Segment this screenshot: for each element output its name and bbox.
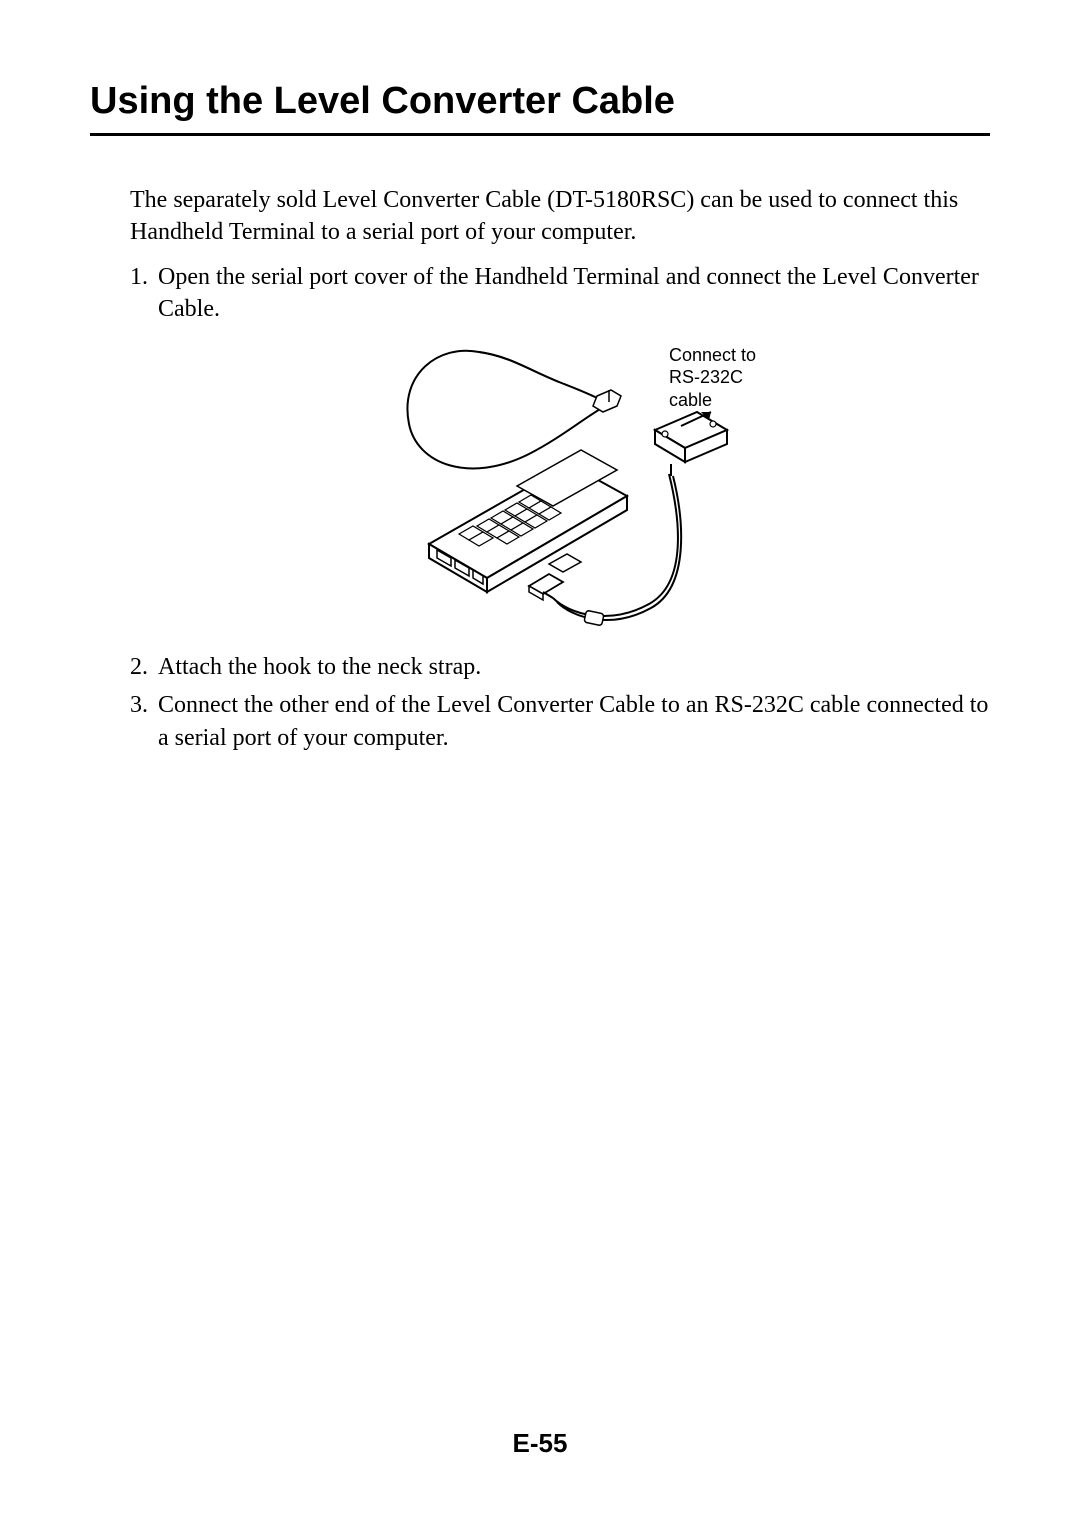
page-number: E-55 — [0, 1428, 1080, 1459]
step-2: 2. Attach the hook to the neck strap. — [130, 651, 990, 683]
step-1: 1. Open the serial port cover of the Han… — [130, 261, 990, 643]
page-title: Using the Level Converter Cable — [90, 80, 990, 123]
figure-container: Connect to RS-232C cable — [158, 334, 990, 643]
device-figure: Connect to RS-232C cable — [359, 334, 789, 643]
step-2-number: 2. — [130, 651, 148, 683]
steps-list: 1. Open the serial port cover of the Han… — [130, 261, 990, 754]
step-3-text: Connect the other end of the Level Conve… — [158, 692, 988, 750]
title-underline — [90, 133, 990, 136]
step-3: 3. Connect the other end of the Level Co… — [130, 689, 990, 754]
intro-paragraph: The separately sold Level Converter Cabl… — [130, 184, 990, 249]
step-3-number: 3. — [130, 689, 148, 721]
callout-line-2: RS-232C cable — [669, 367, 743, 410]
step-1-text: Open the serial port cover of the Handhe… — [158, 264, 979, 322]
callout-line-1: Connect to — [669, 345, 756, 365]
figure-callout: Connect to RS-232C cable — [669, 344, 789, 412]
step-2-text: Attach the hook to the neck strap. — [158, 654, 481, 680]
step-1-number: 1. — [130, 261, 148, 293]
manual-page: Using the Level Converter Cable The sepa… — [0, 0, 1080, 1529]
